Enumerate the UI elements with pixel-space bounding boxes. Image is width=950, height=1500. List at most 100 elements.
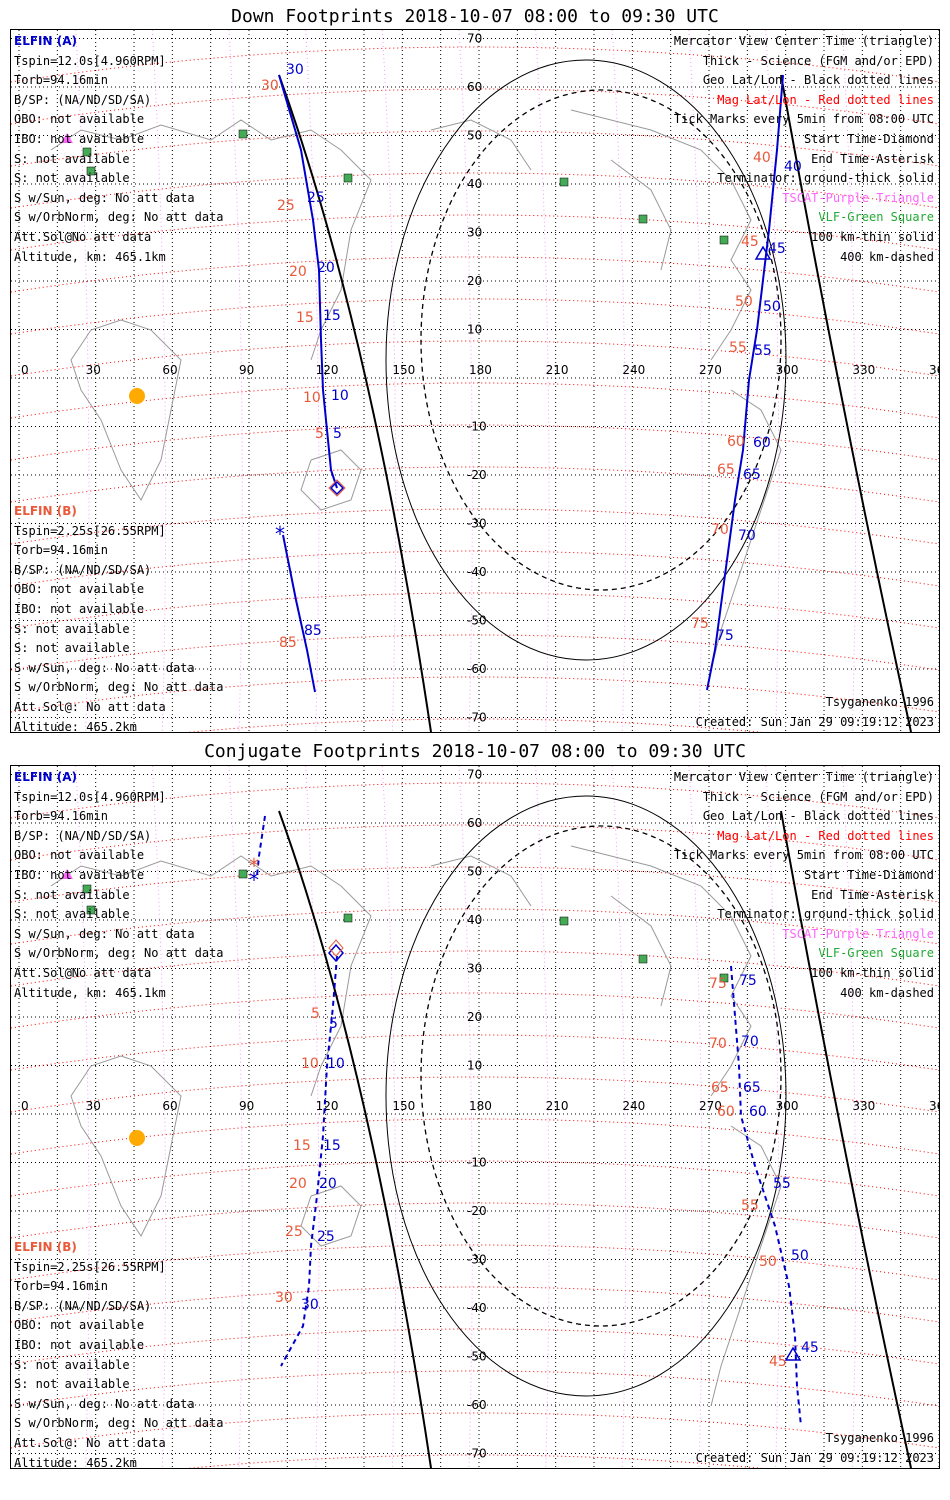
elfin-b-line: OBO: not available — [14, 1318, 145, 1333]
track-tick-label: 75 — [691, 616, 709, 632]
coastline — [300, 1185, 362, 1247]
lat-tick-label: -10 — [467, 1156, 487, 1170]
lat-tick-label: 60 — [467, 80, 482, 94]
track-tick-label: 60 — [753, 435, 771, 451]
map-panel-conjugate: 0 30 60 90 120 150 180 210 240 270 300 330 360 70 60 50… — [10, 765, 940, 1470]
legend-item: Start Time-Diamond — [803, 867, 934, 882]
lon-tick-label: 330 — [852, 1099, 875, 1113]
track-tick-label: 70 — [709, 1036, 727, 1052]
elfin-b-line: Att.Sol@: No att data — [14, 699, 166, 714]
elfin-a-track — [256, 815, 266, 877]
end-asterisk: * — [275, 522, 285, 546]
end-asterisk: * — [249, 854, 259, 878]
vlf-station — [86, 166, 96, 176]
legend-item: End Time-Asterisk — [811, 887, 934, 902]
track-tick-label: 45 — [769, 1354, 787, 1370]
terminator-line — [780, 810, 912, 1468]
track-tick-label: 5 — [315, 426, 324, 442]
coastline — [430, 119, 532, 171]
lon-tick-label: 0 — [21, 363, 29, 377]
coastline — [430, 855, 532, 907]
elfin-b-line: B/SP: (NA/ND/SD/SA) — [14, 1298, 152, 1313]
elfin-b-line: S: not available — [14, 1357, 130, 1372]
lat-tick-label: 40 — [467, 177, 482, 191]
elfin-a-line: S: not available — [14, 151, 130, 166]
track-tick-label: 70 — [711, 522, 729, 538]
elfin-a-line: S: not available — [14, 171, 130, 186]
vlf-station — [719, 973, 729, 983]
view-center-triangle — [784, 1346, 802, 1361]
vlf-station — [638, 954, 648, 964]
elfin-a-line: B/SP: (NA/ND/SD/SA) — [14, 92, 152, 107]
elfin-a-line: S w/Sun, deg: No att data — [14, 190, 195, 205]
legend-item: Mag Lat/Lon - Red dotted lines — [717, 828, 934, 843]
track-tick-label: 30 — [286, 62, 304, 78]
lon-tick-label: 60 — [162, 363, 177, 377]
elfin-a-line: OBO: not available — [14, 848, 145, 863]
lat-tick-label: -60 — [467, 1398, 487, 1412]
track-tick-label: 40 — [784, 159, 802, 175]
track-tick-label: 10 — [303, 390, 321, 406]
footer: Tsyganenko-1996 Created: Sun Jan 29 09:1… — [696, 1429, 934, 1468]
vlf-station — [82, 147, 92, 157]
lat-tick-label: -40 — [467, 1301, 487, 1315]
created-label: Created: Sun Jan 29 09:19:12 2023 — [695, 1450, 934, 1465]
elfin-a-line: S w/OrbNorm, deg: No att data — [14, 210, 224, 225]
sun-icon — [129, 388, 145, 404]
track-tick-label: 65 — [717, 462, 735, 478]
lat-tick-label: 10 — [467, 1059, 482, 1073]
elfin-b-line: S: not available — [14, 1377, 130, 1392]
elfin-a-line: S w/OrbNorm, deg: No att data — [14, 946, 224, 961]
lat-tick-label: -10 — [467, 420, 487, 434]
elfin-b-line: B/SP: (NA/ND/SD/SA) — [14, 562, 152, 577]
lat-tick-label: 70 — [467, 32, 482, 46]
lat-tick-label: 30 — [467, 226, 482, 240]
legend-item: VLF-Green Square — [818, 946, 934, 961]
track-tick-label: 40 — [753, 150, 771, 166]
footer: Tsyganenko-1996 Created: Sun Jan 29 09:1… — [696, 693, 934, 732]
map-canvas: 0 30 60 90 120 150 180 210 240 270 300 330 360 70 60 50… — [11, 30, 939, 732]
panel-title: Conjugate Footprints 2018-10-07 08:00 to… — [204, 741, 746, 762]
legend-item: 400 km-dashed — [840, 985, 934, 1000]
track-tick-label: 10 — [331, 388, 349, 404]
lon-tick-label: 240 — [622, 1099, 645, 1113]
track-tick-label: 25 — [285, 1224, 303, 1240]
lon-tick-label: 0 — [21, 1099, 29, 1113]
coastline — [300, 449, 362, 511]
mag-lat-line — [11, 1118, 939, 1155]
legend-item: Mag Lat/Lon - Red dotted lines — [717, 92, 934, 107]
elfin-b-line: Tspin=2.25s[26.55RPM] — [14, 1259, 166, 1274]
coastline — [570, 109, 752, 361]
track-tick-label: 25 — [307, 190, 325, 206]
end-asterisk: * — [249, 868, 259, 892]
track-tick-label: 45 — [741, 234, 759, 250]
elfin-a-line: Altitude, km: 465.1km — [14, 249, 166, 264]
elfin-b-line: Altitude: 465.2km — [14, 719, 137, 734]
lat-tick-label: 20 — [467, 274, 482, 288]
track-tick-label: 20 — [289, 1176, 307, 1192]
model-label: Tsyganenko-1996 — [825, 695, 934, 709]
elfin-b-line: OBO: not available — [14, 582, 145, 597]
legend-item: VLF-Green Square — [818, 210, 934, 225]
legend-item: Start Time-Diamond — [803, 131, 934, 146]
lon-tick-label: 150 — [392, 363, 415, 377]
lon-tick-label: 180 — [469, 363, 492, 377]
elfin-b-label: ELFIN (B) — [14, 1240, 77, 1254]
lat-tick-label: -40 — [467, 565, 487, 579]
track-tick-label: 10 — [327, 1056, 345, 1072]
elfin-b-line: S w/Sun, deg: No att data — [14, 660, 195, 675]
track-tick-label: 85 — [304, 623, 322, 639]
elfin-a-info: ELFIN (A) Tspin=12.0s[4.960RPM] Torb=94.… — [14, 768, 224, 1003]
lon-tick-label: 30 — [86, 363, 101, 377]
elfin-a-line: S: not available — [14, 907, 130, 922]
track-tick-label: 60 — [727, 434, 745, 450]
coastline — [610, 895, 672, 1007]
elfin-b-label: ELFIN (B) — [14, 504, 77, 518]
coastline — [70, 1055, 182, 1237]
lat-tick-label: -30 — [467, 517, 487, 531]
coastline — [610, 159, 672, 271]
track-tick-label: 15 — [323, 308, 341, 324]
elfin-a-line: Torb=94.16min — [14, 73, 108, 88]
vlf-station — [559, 916, 569, 926]
lat-tick-label: 70 — [467, 768, 482, 782]
